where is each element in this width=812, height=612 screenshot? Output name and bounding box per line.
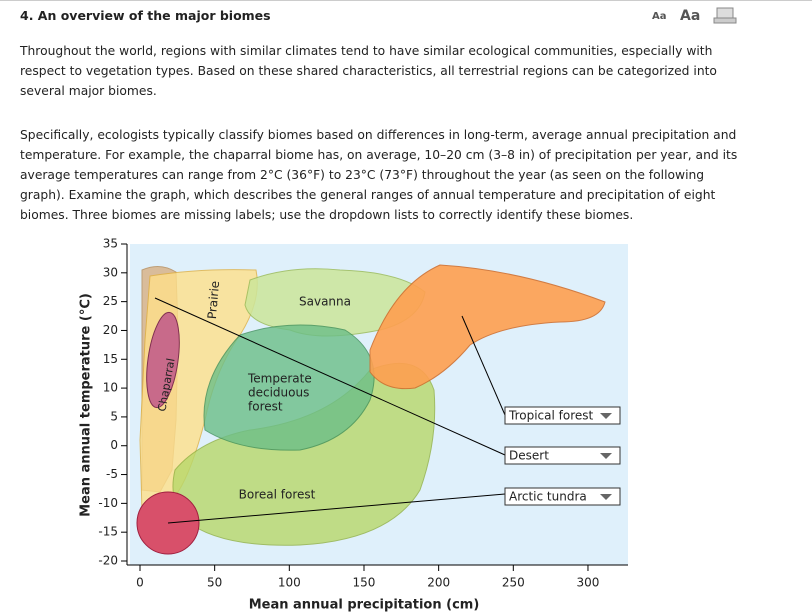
y-tick-label: -5 (106, 467, 118, 481)
leader-line (154, 297, 506, 456)
leader-line (167, 493, 506, 524)
y-tick-label: 15 (103, 352, 118, 366)
y-tick-label: 10 (103, 381, 118, 395)
x-tick-label: 100 (278, 576, 301, 590)
x-tick-label: 250 (502, 576, 525, 590)
y-tick-label: -20 (98, 554, 118, 568)
print-icon[interactable] (713, 7, 737, 24)
region-label: deciduous (248, 386, 309, 400)
y-tick-label: 30 (103, 265, 118, 279)
y-tick-label: 20 (103, 323, 118, 337)
y-axis-label: Mean annual temperature (°C) (79, 293, 94, 517)
paragraph: Specifically, ecologists typically class… (20, 128, 738, 222)
dropdown-box (504, 406, 621, 425)
y-tick-label: 25 (103, 294, 118, 308)
dropdown-text: Arctic tundra (509, 490, 587, 504)
y-tick-label: 0 (110, 438, 118, 452)
temperate-region (203, 324, 375, 451)
question-title: 4. An overview of the major biomes (20, 8, 271, 23)
header (0, 0, 812, 31)
x-axis-label: Mean annual precipitation (cm) (249, 598, 480, 612)
dropdown[interactable]: Tropical forest (504, 406, 621, 425)
paragraph: Throughout the world, regions with simil… (20, 44, 717, 98)
y-tick-label: -10 (98, 496, 118, 510)
x-tick-label: 50 (207, 576, 222, 590)
x-tick-label: 200 (427, 576, 450, 590)
font-size-small[interactable]: Aa (652, 11, 667, 22)
region-label: forest (248, 400, 283, 414)
x-tick-label: 150 (353, 576, 376, 590)
y-tick-label: -15 (98, 525, 118, 539)
region-label: Savanna (299, 295, 351, 309)
dropdown-arrow (600, 453, 612, 459)
region-label: Boreal forest (239, 488, 316, 502)
region-label: Temperate (247, 372, 312, 386)
dropdown[interactable]: Desert (504, 446, 621, 465)
tropical-region (369, 264, 606, 390)
dropdown-box (504, 446, 621, 465)
region-label: Prairie (205, 280, 222, 319)
dropdown-text: Tropical forest (508, 409, 594, 423)
dropdown[interactable]: Arctic tundra (504, 487, 621, 506)
dropdown-arrow (600, 413, 612, 419)
font-size-large[interactable]: Aa (680, 8, 701, 24)
dropdown-arrow (600, 494, 612, 500)
leader-line (461, 315, 506, 416)
dropdown-text: Desert (509, 449, 549, 463)
y-tick-label: 5 (110, 409, 118, 423)
x-tick-label: 300 (577, 576, 600, 590)
x-tick-label: 0 (136, 576, 144, 590)
dropdown-box (504, 487, 621, 506)
y-tick-label: 35 (103, 237, 118, 251)
chaparral-region (146, 311, 180, 409)
